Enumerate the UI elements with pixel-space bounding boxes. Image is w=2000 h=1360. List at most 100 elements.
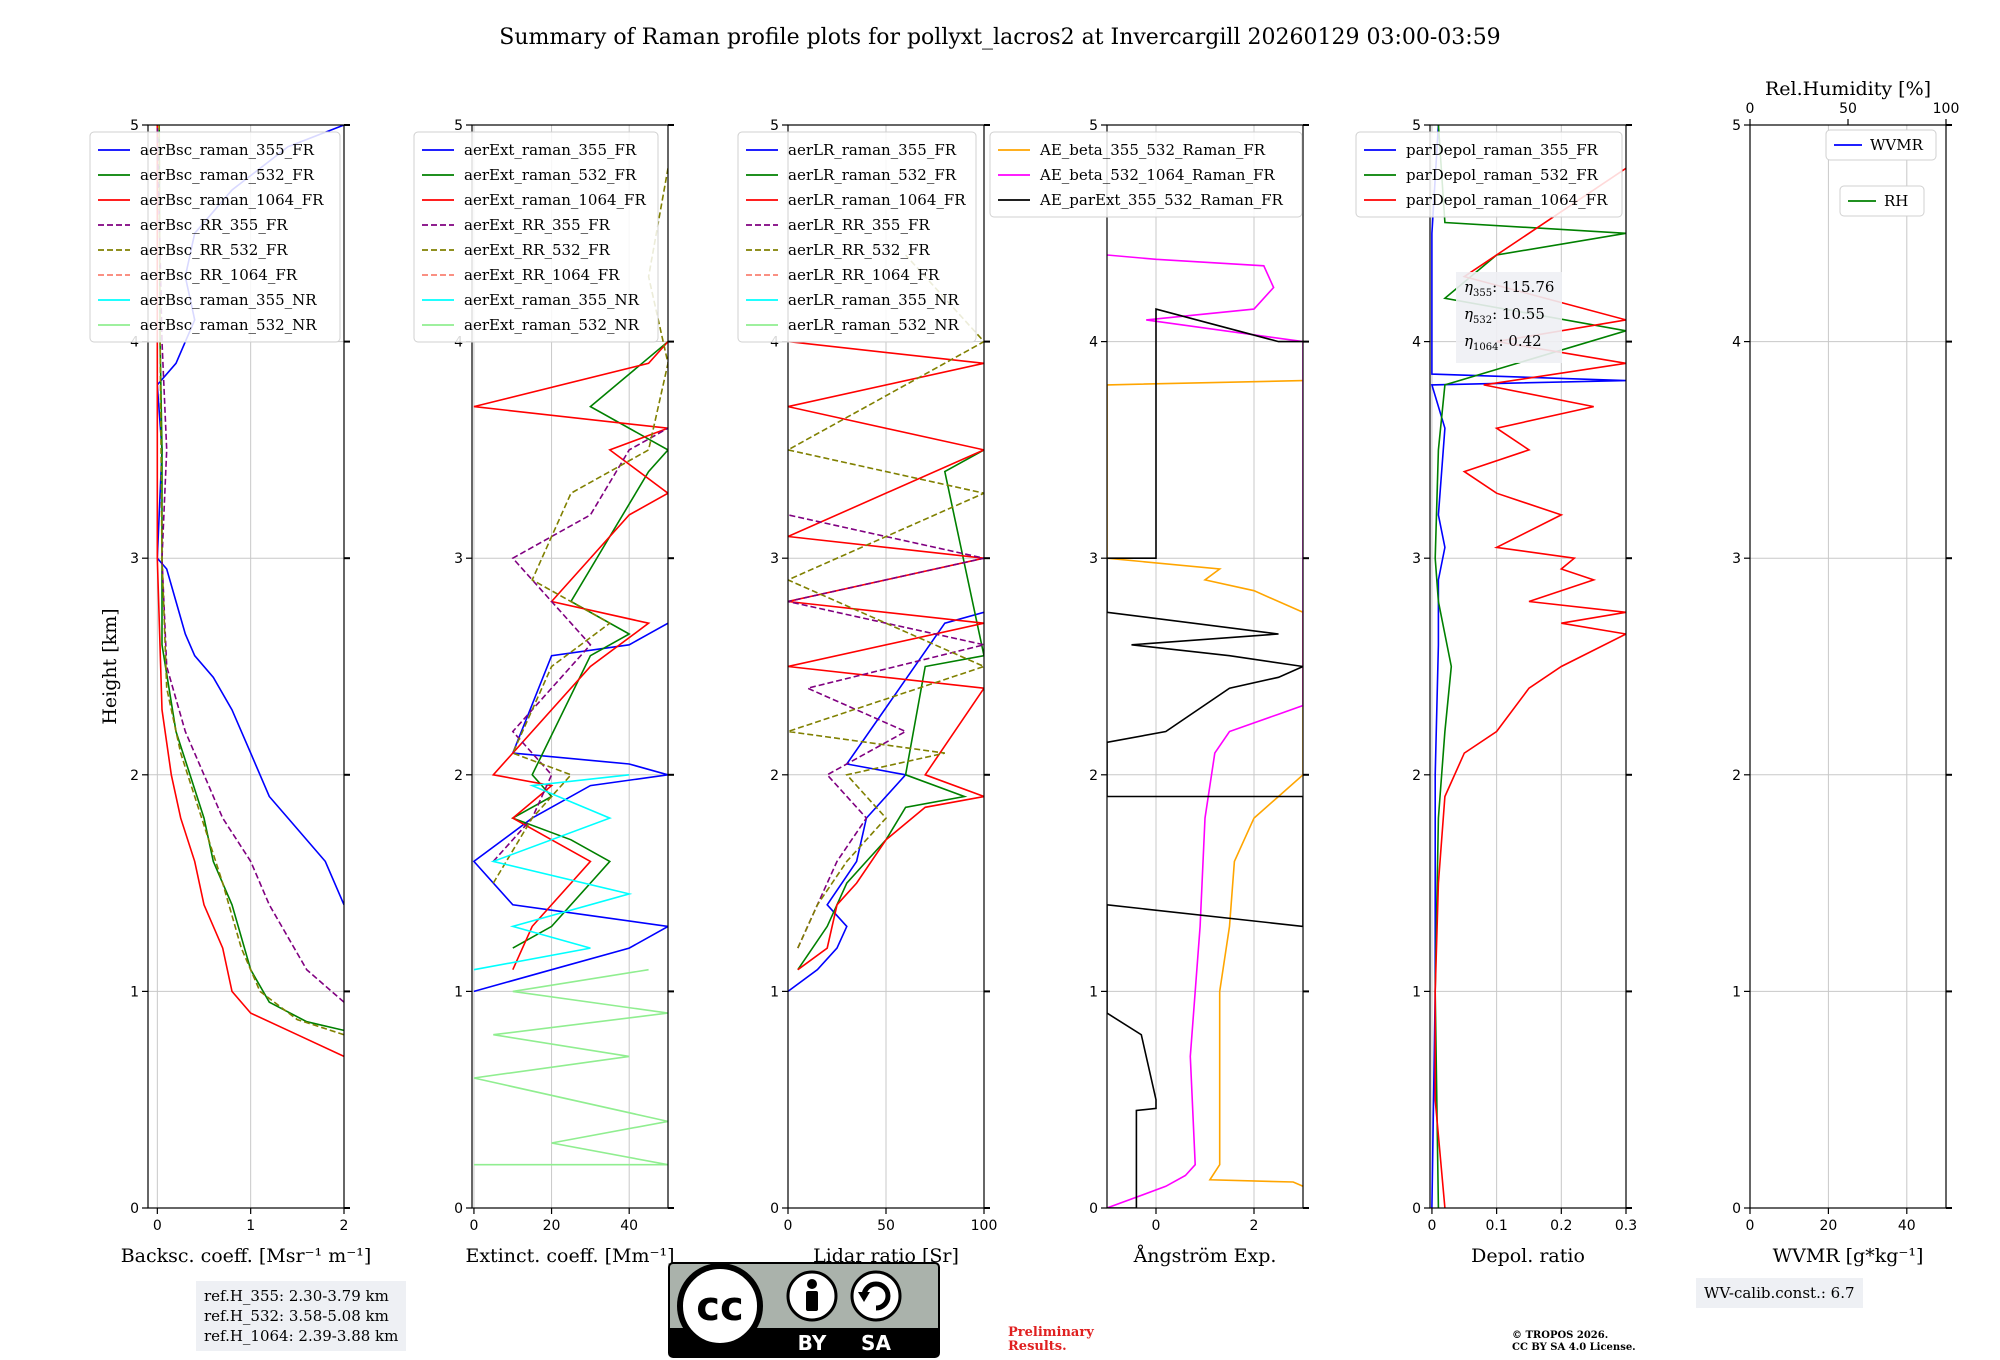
y-tick-label: 3 [770,551,779,567]
y-tick-label: 2 [1089,768,1098,784]
legend-label: aerBsc_RR_355_FR [140,216,288,234]
legend-box [989,131,1303,218]
series-line-aerExt_raman_1064_FR [473,341,668,971]
legend-label: aerLR_raman_1064_FR [788,191,966,209]
y-tick-label: 3 [454,551,463,567]
legend-label: aerLR_RR_1064_FR [788,266,940,284]
y-tick-label: 4 [770,335,779,351]
legend-label: aerExt_raman_355_FR [464,141,637,159]
top-tick-label: 50 [1839,101,1857,117]
y-tick-label: 5 [770,118,779,134]
legend-label: parDepol_raman_1064_FR [1406,191,1608,209]
series-line-parDepol_raman_1064_FR [1434,167,1626,1208]
legend-label: aerBsc_RR_1064_FR [140,266,298,284]
series-line-parDepol_raman_355_FR [1430,125,1626,1208]
legend-box [89,131,341,343]
x-axis-label: Extinct. coeff. [Mm⁻¹] [465,1245,674,1267]
legend-label: aerExt_RR_355_FR [464,216,611,234]
series-line-aerExt_RR_355_FR [492,427,668,862]
series-group [788,254,984,993]
x-tick-label: 1 [246,1218,255,1234]
y-tick-label: 3 [130,551,139,567]
legend-label: aerBsc_raman_355_NR [140,291,317,309]
legend-label: aerBsc_raman_532_NR [140,316,317,334]
y-tick-label: 0 [130,1201,139,1217]
eta-355: η355: 115.76 [1464,278,1555,299]
y-tick-label: 1 [1089,984,1098,1000]
y-axis-label: Height [km] [99,608,121,724]
figure-title: Summary of Raman profile plots for polly… [499,25,1500,50]
x-tick-label: 0 [1427,1218,1436,1234]
legend-label: aerBsc_raman_532_FR [140,166,315,184]
legend-box [1825,129,1937,161]
y-tick-label: 1 [770,984,779,1000]
y-tick-label: 4 [1732,335,1741,351]
y-tick-label: 2 [1412,768,1421,784]
legend-label: aerBsc_RR_532_FR [140,241,288,259]
y-tick-label: 1 [454,984,463,1000]
x-tick-label: 0.2 [1550,1218,1572,1234]
y-tick-label: 0 [770,1201,779,1217]
legend-label: RH [1884,192,1908,210]
y-tick-label: 1 [1412,984,1421,1000]
x-axis-label: WVMR [g*kg⁻¹] [1773,1245,1924,1267]
y-tick-label: 1 [130,984,139,1000]
ref-height-1064: ref.H_1064: 2.39-3.88 km [204,1327,399,1345]
legend-label: aerExt_raman_1064_FR [464,191,646,209]
axes-frame [471,124,669,1209]
x-tick-label: 0 [469,1218,478,1234]
legend-label: AE_parExt_355_532_Raman_FR [1039,191,1284,209]
series-line-AE_beta_355_532_Raman_FR [1107,379,1303,1188]
ref-height-355: ref.H_355: 2.30-3.79 km [204,1287,389,1305]
y-tick-label: 3 [1412,551,1421,567]
panel-angstrom: 0 1 2 3 4 5 0 2 Ångström Exp. AE_beta_355_532_Ram… [989,118,1309,1267]
y-tick-label: 2 [130,768,139,784]
eta-532: η532: 10.55 [1464,305,1545,326]
y-tick-label: 2 [454,768,463,784]
x-axis-label: Ångström Exp. [1133,1245,1277,1267]
top-axis-label: Rel.Humidity [%] [1765,78,1931,100]
series-line-aerExt_raman_355_FR [472,622,668,993]
y-tick-label: 0 [1732,1201,1741,1217]
y-tick-label: 0 [1089,1201,1098,1217]
legend-label: aerBsc_raman_1064_FR [140,191,324,209]
series-line-aerLR_raman_1064_FR [788,340,984,971]
x-tick-label: 0 [1152,1218,1161,1234]
x-tick-label: 50 [877,1218,895,1234]
legend-label: aerExt_raman_532_NR [464,316,640,334]
x-tick-label: 40 [1898,1218,1916,1234]
series-line-aerExt_raman_355_NR [473,774,633,971]
cc-by-sa-license-badge: cc BY SA [668,1262,940,1358]
legend-label: aerLR_raman_532_FR [788,166,957,184]
legend-label: AE_beta_532_1064_Raman_FR [1039,166,1275,184]
legend-label: aerLR_RR_532_FR [788,241,930,259]
axes-frame [1749,124,1947,1209]
panel-backscatter: 0 1 2 3 4 5 0 1 2 Backsc. coeff. [Msr⁻¹ m⁻¹] Heigh… [89,118,371,1267]
series-line-aerExt_raman_532_NR [473,968,668,1166]
panel-extinction: 0 1 2 3 4 5 0 20 40 Extinct. coeff. [Mm⁻¹] aerExt_… [413,118,675,1267]
legend-label: aerLR_raman_355_NR [788,291,959,309]
y-tick-label: 2 [770,768,779,784]
eta-1064: η1064: 0.42 [1464,332,1542,353]
legend-label: AE_beta_355_532_Raman_FR [1039,141,1266,159]
y-tick-label: 5 [454,118,463,134]
legend-box [413,131,659,343]
top-tick-label: 0 [1746,101,1755,117]
series-line-aerBsc_RR_355_FR [156,125,344,1003]
ref-height-532: ref.H_532: 3.58-5.08 km [204,1307,389,1325]
series-line-aerLR_RR_532_FR [788,254,984,949]
series-group [1107,254,1303,1208]
cc-logo-icon [677,1263,763,1349]
x-tick-label: 100 [971,1218,998,1234]
series-group [1430,125,1626,1208]
x-tick-label: 40 [620,1218,638,1234]
legend-label: aerLR_raman_355_FR [788,141,957,159]
series-line-AE_parExt_355_532_Raman_FR [1107,308,1303,1208]
x-tick-label: 0.1 [1485,1218,1507,1234]
x-tick-label: 0 [784,1218,793,1234]
series-line-parDepol_raman_532_FR [1434,125,1626,1208]
axes-frame [1429,124,1627,1209]
